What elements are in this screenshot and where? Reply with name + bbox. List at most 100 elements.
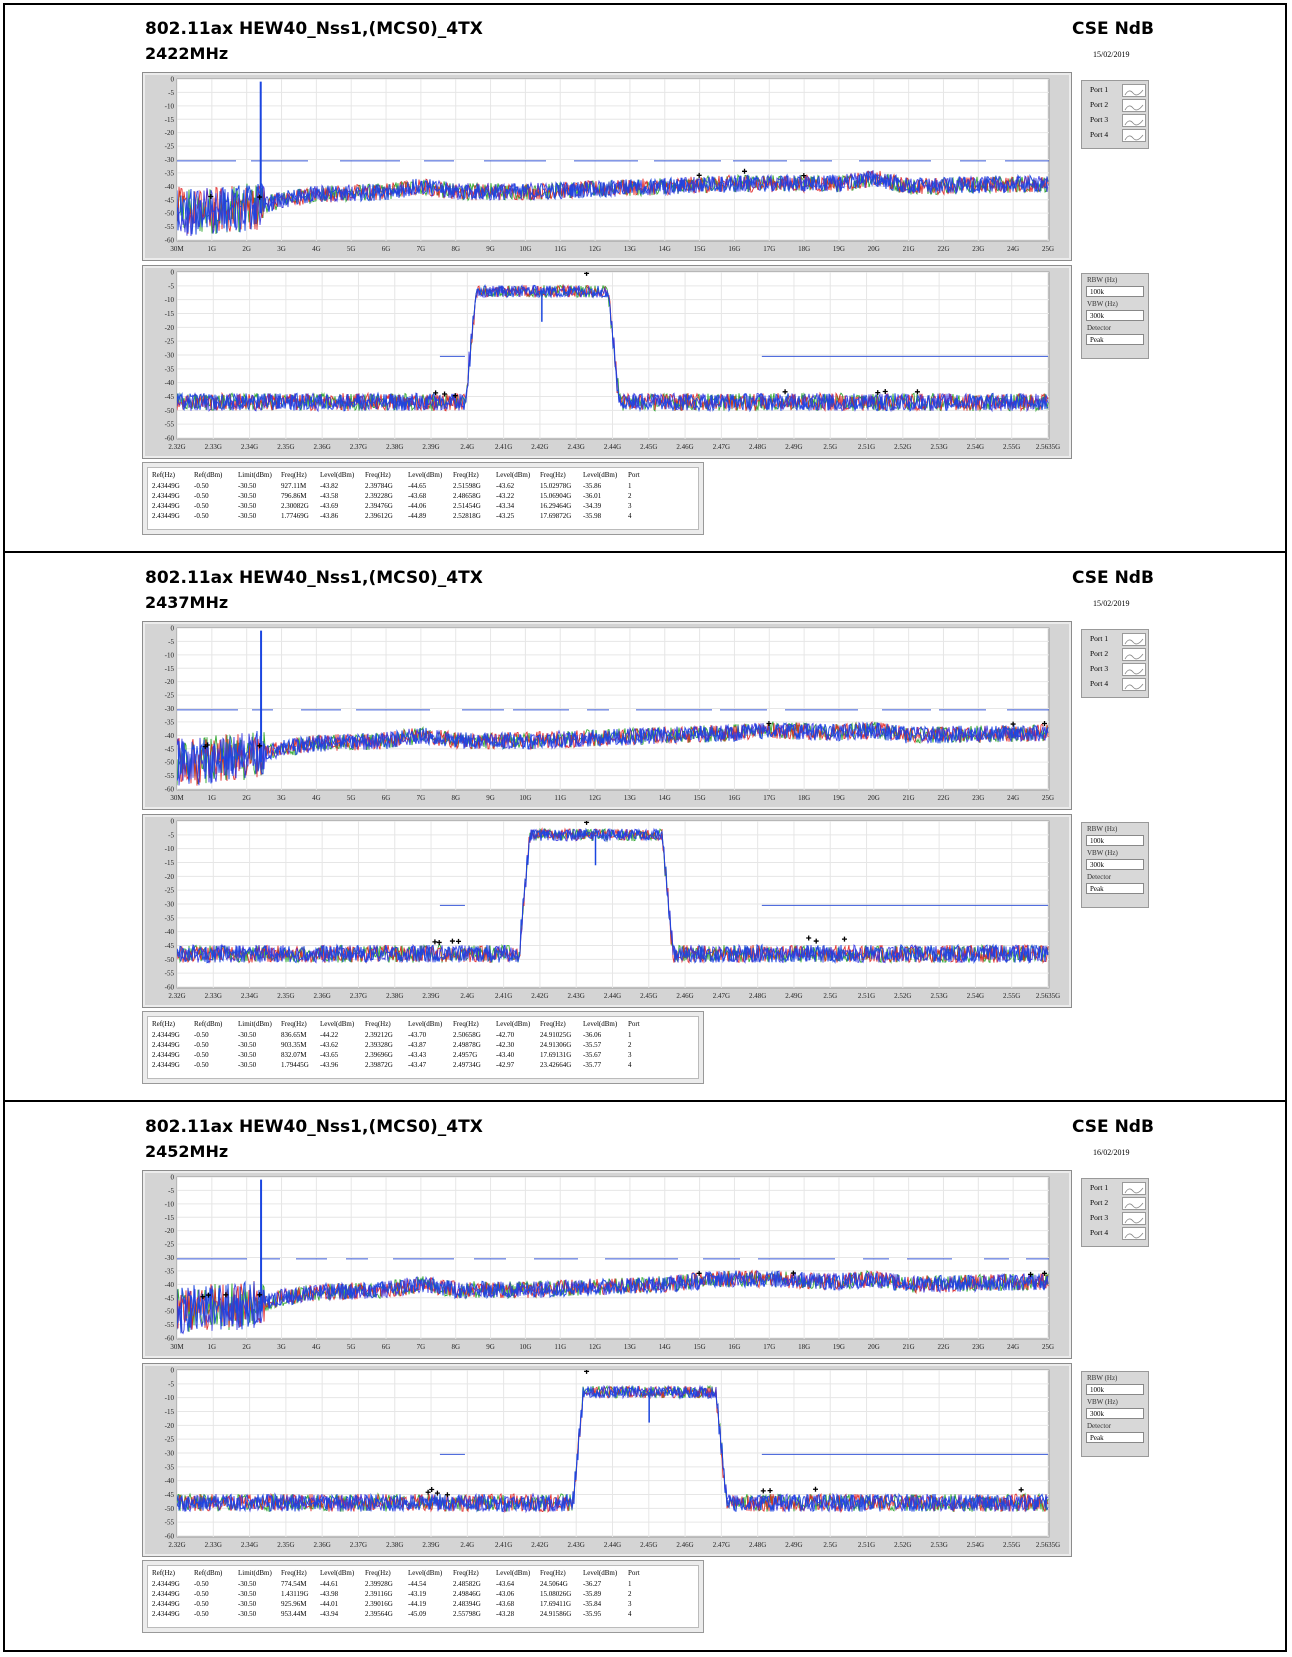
peak-marker [449,938,455,944]
legend-port-label: Port 1 [1090,85,1109,94]
table-cell: -0.50 [194,1031,209,1039]
y-tick-label: -60 [165,984,175,992]
legend-swatch[interactable] [1122,633,1146,646]
x-tick-label: 2.37G [350,443,367,451]
y-tick-label: -20 [165,873,175,881]
legend-swatch[interactable] [1122,648,1146,661]
x-tick-label: 9G [486,245,495,253]
table-cell: -42.70 [496,1031,515,1039]
legend-swatch[interactable] [1122,1227,1146,1240]
table-cell: -43.25 [496,512,515,520]
table-cell: 15.06904G [540,492,572,500]
x-tick-label: 23G [972,794,984,802]
peak-marker [444,1492,450,1498]
y-tick-label: -20 [165,1422,175,1430]
vbw-label: VBW (Hz) [1087,300,1118,308]
legend-swatch[interactable] [1122,84,1146,97]
table-cell: -35.95 [583,1610,602,1618]
table-cell: 24.91306G [540,1041,572,1049]
x-tick-label: 2.53G [930,1541,947,1549]
test-date: 16/02/2019 [1093,1148,1130,1157]
x-tick-label: 2.5G [823,1541,837,1549]
inband-chart: 0 -5 -10 -15 -20 -25 -30 -35 -40 -45 -50 -55 -602.32… [165,818,1061,1001]
detector-field[interactable]: Peak [1086,334,1144,345]
legend-port-label: Port 2 [1090,649,1109,658]
legend-swatch[interactable] [1122,663,1146,676]
x-tick-label: 1G [208,245,217,253]
x-tick-label: 7G [417,245,426,253]
y-tick-label: -45 [165,1294,175,1302]
detector-field[interactable]: Peak [1086,1432,1144,1443]
legend-swatch[interactable] [1122,114,1146,127]
vbw-field[interactable]: 300k [1086,310,1144,321]
x-tick-label: 2.53G [930,992,947,1000]
legend-swatch[interactable] [1122,129,1146,142]
table-cell: -43.96 [320,1061,339,1069]
x-tick-label: 25G [1042,1343,1054,1351]
x-tick-label: 9G [486,794,495,802]
legend-port-label: Port 3 [1090,664,1109,673]
table-cell: 2.39612G [365,512,393,520]
table-cell: 1 [628,1031,632,1039]
x-tick-label: 2.55G [1003,1541,1020,1549]
table-cell: 2.30082G [281,502,309,510]
vbw-field[interactable]: 300k [1086,1408,1144,1419]
rbw-field[interactable]: 100k [1086,835,1144,846]
x-tick-label: 2.52G [894,992,911,1000]
table-cell: -44.65 [408,482,427,490]
legend-swatch[interactable] [1122,99,1146,112]
rbw-field[interactable]: 100k [1086,286,1144,297]
x-tick-label: 2.41G [495,992,512,1000]
table-cell: -43.69 [320,502,339,510]
peak-marker [812,1486,818,1492]
table-cell: -44.54 [408,1580,427,1588]
table-cell: -43.40 [496,1051,515,1059]
table-cell: 1 [628,482,632,490]
legend-swatch[interactable] [1122,1197,1146,1210]
x-tick-label: 2.54G [967,1541,984,1549]
traces [177,1179,1049,1335]
y-tick-label: -55 [165,1519,175,1527]
legend-swatch[interactable] [1122,1182,1146,1195]
peak-marker [1042,721,1048,727]
table-cell: -43.28 [496,1610,515,1618]
results-table-body: Ref(Hz) Ref(dBm) Limit(dBm) Freq(Hz) Level(d… [147,1016,699,1079]
vbw-field[interactable]: 300k [1086,859,1144,870]
detector-field[interactable]: Peak [1086,883,1144,894]
y-tick-label: -10 [165,1200,175,1208]
channel-frequency: 2422MHz [145,44,229,63]
x-tick-label: 18G [798,1343,810,1351]
table-cell: 2.43449G [152,1580,180,1588]
peak-marker [205,1292,211,1298]
x-tick-label: 19G [833,245,845,253]
y-tick-label: -5 [168,282,174,290]
overview-plot-panel: 0 -5 -10 -15 -20 -25 -30 -35 -40 -45 -50 -55 -60 30M 1… [142,1170,1072,1359]
y-tick-label: -40 [165,928,175,936]
legend-swatch[interactable] [1122,678,1146,691]
table-cell: -0.50 [194,482,209,490]
table-cell: 2.39116G [365,1590,393,1598]
table-cell: 836.65M [281,1031,307,1039]
rbw-field[interactable]: 100k [1086,1384,1144,1395]
table-cell: -30.50 [238,1600,257,1608]
y-tick-label: -15 [165,665,175,673]
test-date: 15/02/2019 [1093,50,1130,59]
x-tick-label: 2.39G [422,1541,439,1549]
x-tick-label: 20G [868,794,880,802]
x-tick-label: 17G [763,794,775,802]
table-cell: -36.01 [583,492,602,500]
x-tick-label: 2.35G [277,443,294,451]
table-cell: 2.39872G [365,1061,393,1069]
y-tick-label: -50 [165,407,175,415]
y-tick-label: -10 [165,296,175,304]
x-tick-label: 19G [833,794,845,802]
table-cell: 4 [628,1610,632,1618]
y-tick-label: -50 [165,210,175,218]
table-header-cell: Freq(Hz) [365,471,391,479]
x-tick-label: 2.48G [749,992,766,1000]
y-tick-label: -50 [165,956,175,964]
legend-swatch[interactable] [1122,1212,1146,1225]
table-cell: -43.70 [408,1031,427,1039]
table-cell: 15.08026G [540,1590,572,1598]
